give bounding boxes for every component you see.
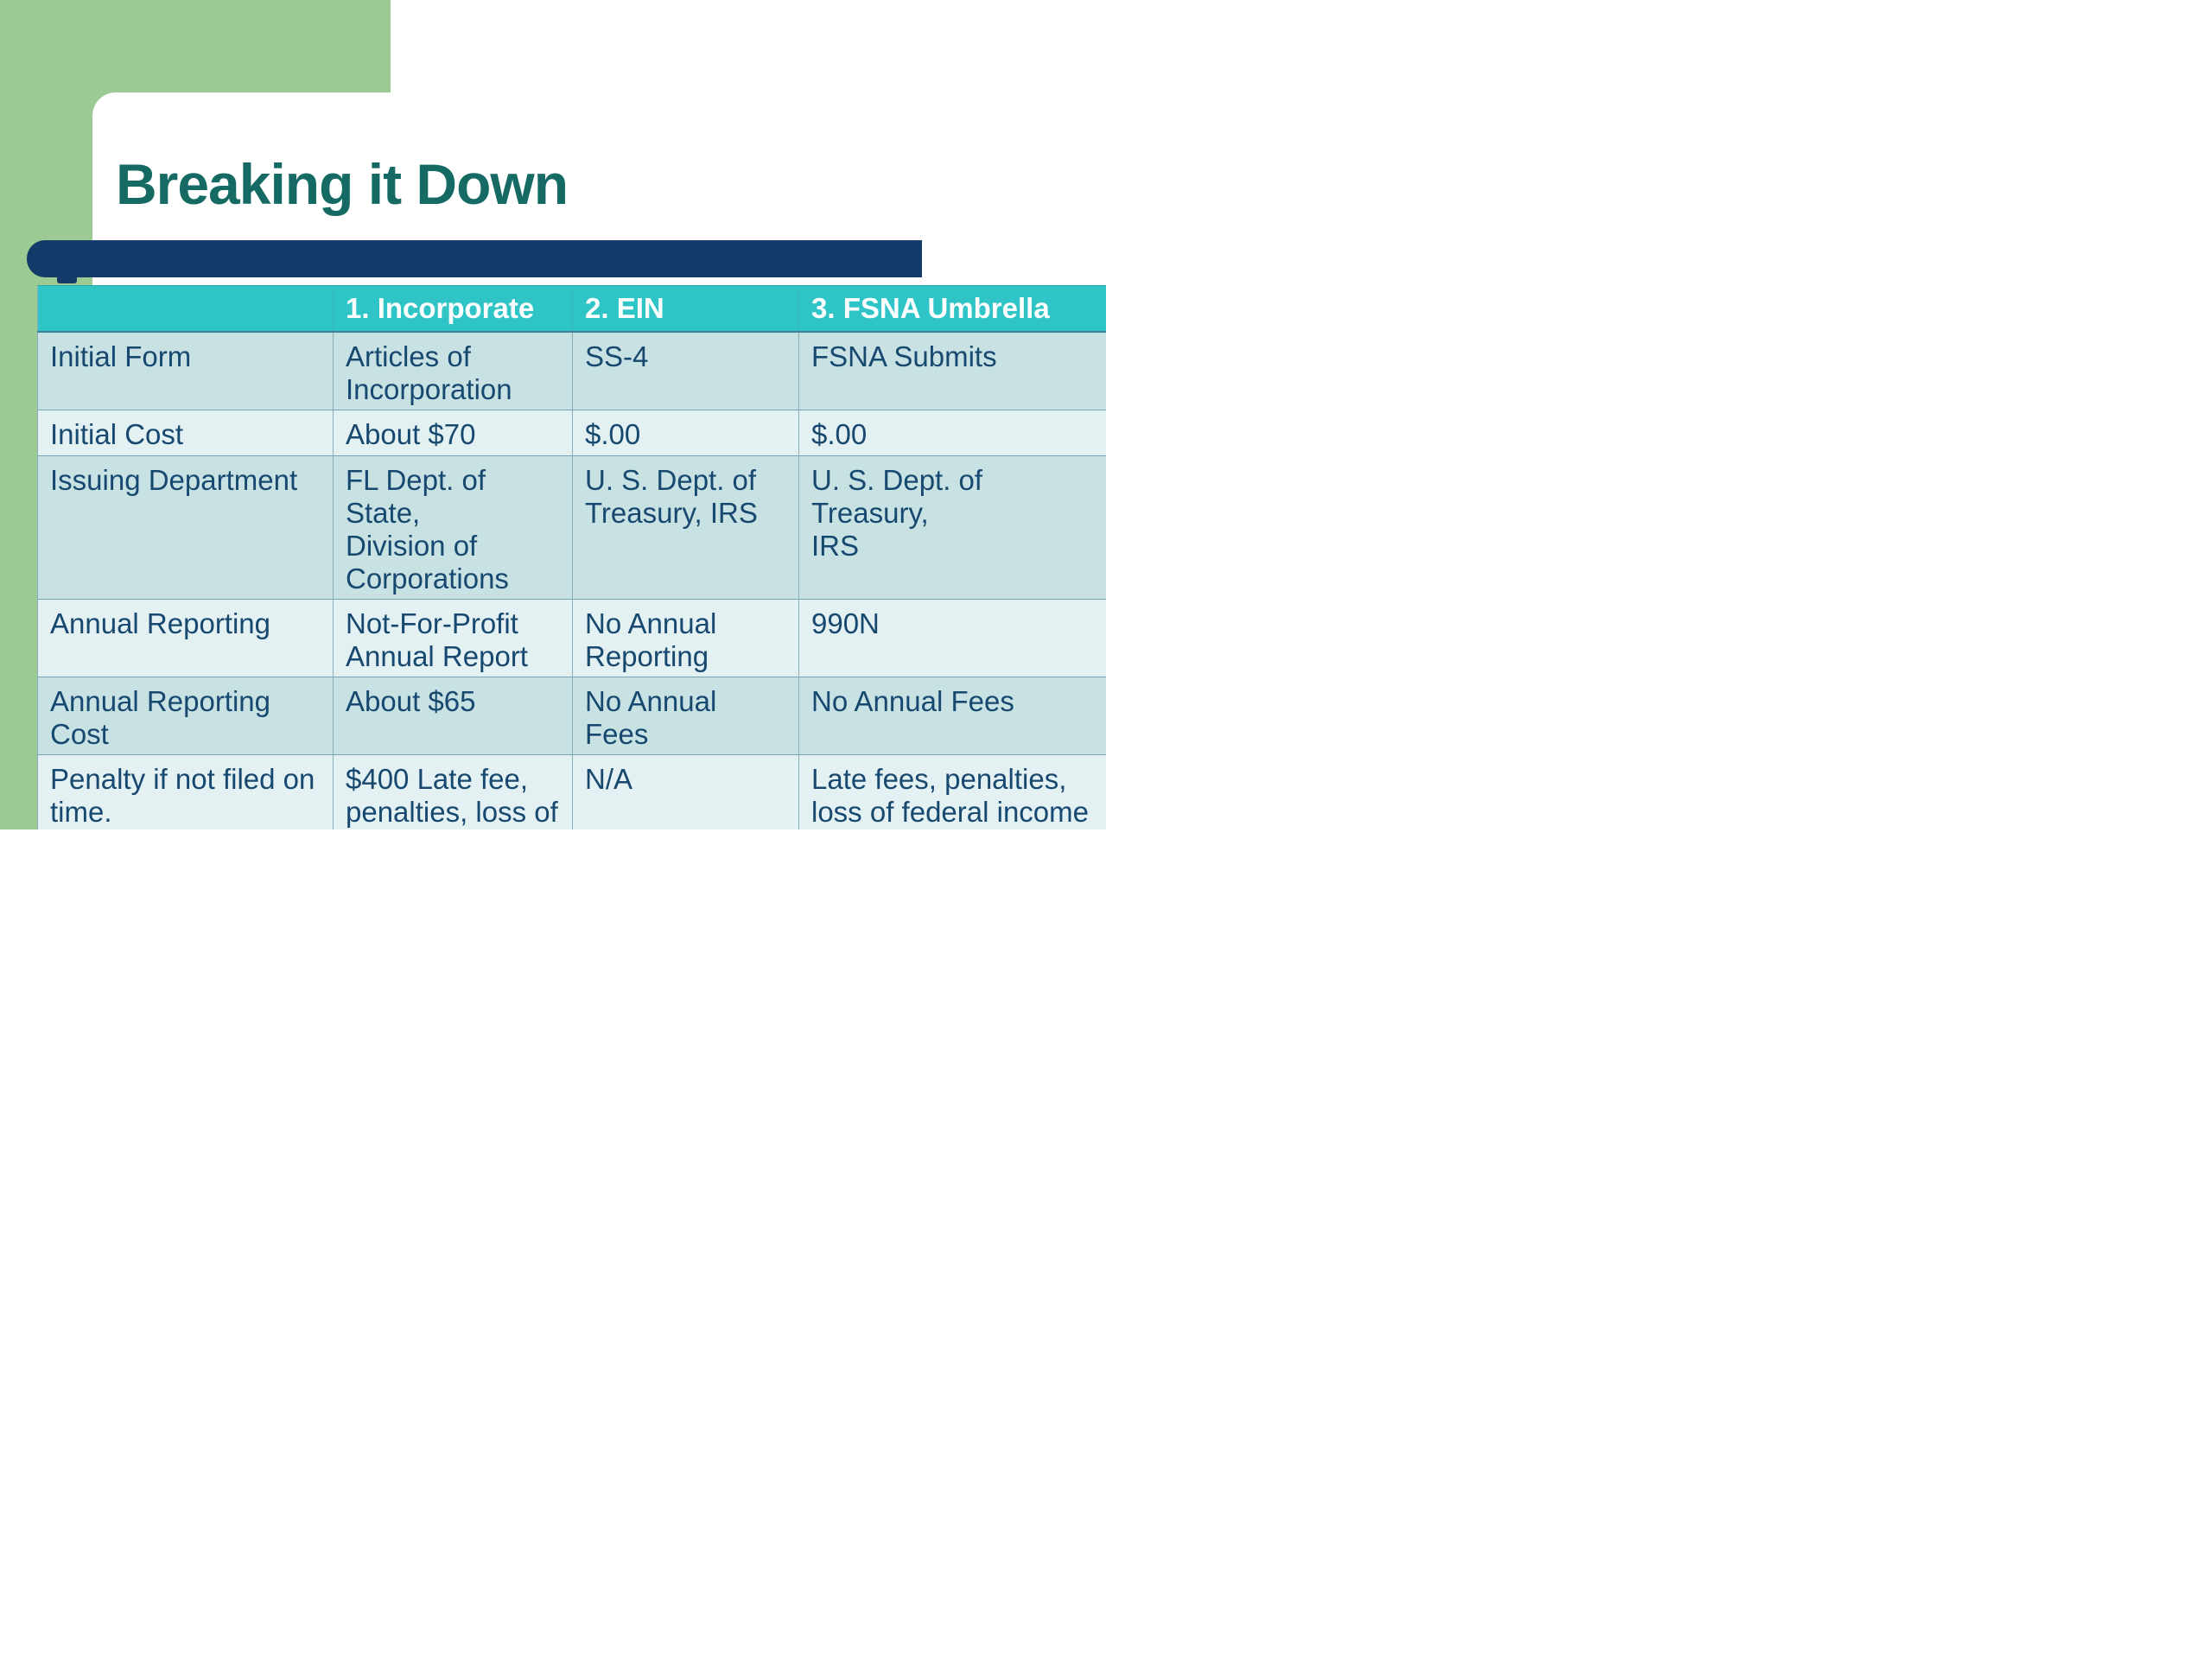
comparison-table: 1. Incorporate 2. EIN 3. FSNA Umbrella Ini… [37, 285, 1106, 830]
column-header: 3. FSNA Umbrella [798, 285, 1106, 333]
table-cell: FSNA Submits [798, 331, 1106, 410]
row-label: Issuing Department [37, 454, 334, 599]
table-cell: No Annual Fees [798, 676, 1106, 754]
table-cell: U. S. Dept. of Treasury, IRS [798, 454, 1106, 599]
table-row: Issuing Department FL Dept. of State, Div… [37, 454, 1106, 599]
row-label: Initial Cost [37, 409, 334, 455]
row-label: Initial Form [37, 331, 334, 410]
table-row: Annual Reporting Not-For-Profit Annual Re… [37, 598, 1106, 677]
page-title: Breaking it Down [116, 152, 569, 216]
row-label: Annual Reporting [37, 598, 334, 677]
table-cell: No Annual Fees [572, 676, 799, 754]
table-row: Annual Reporting Cost About $65 No Annual … [37, 676, 1106, 754]
table-cell: U. S. Dept. of Treasury, IRS [572, 454, 799, 599]
table-cell: SS-4 [572, 331, 799, 410]
divider-bar [27, 240, 922, 277]
green-top-block [0, 0, 391, 92]
row-label: Annual Reporting Cost [37, 676, 334, 754]
table-row: Initial Form Articles of Incorporation SS-… [37, 331, 1106, 410]
table-body: Initial Form Articles of Incorporation SS-… [37, 331, 1106, 830]
table-cell: N/A [572, 753, 799, 830]
table-cell: Late fees, penalties, loss of federal in… [798, 753, 1106, 830]
table-cell: $400 Late fee, penalties, loss of Incorp… [333, 753, 573, 830]
table-cell: About $70 [333, 409, 573, 455]
table-cell: 990N [798, 598, 1106, 677]
table-row: Penalty if not filed on time. $400 Late f… [37, 753, 1106, 830]
column-header: 1. Incorporate [333, 285, 573, 333]
table-header: 1. Incorporate 2. EIN 3. FSNA Umbrella [37, 285, 1106, 333]
slide: Breaking it Down 1. Incorporate 2. EIN 3. … [0, 0, 1106, 830]
column-header-empty [37, 285, 334, 333]
column-header: 2. EIN [572, 285, 799, 333]
table-cell: $.00 [798, 409, 1106, 455]
row-label: Penalty if not filed on time. [37, 753, 334, 830]
table-cell: No Annual Reporting [572, 598, 799, 677]
table-row: Initial Cost About $70 $.00 $.00 [37, 409, 1106, 455]
table-cell: About $65 [333, 676, 573, 754]
table-cell: $.00 [572, 409, 799, 455]
table-cell: Articles of Incorporation [333, 331, 573, 410]
header-row: 1. Incorporate 2. EIN 3. FSNA Umbrella [37, 285, 1106, 333]
table-cell: Not-For-Profit Annual Report [333, 598, 573, 677]
table-cell: FL Dept. of State, Division of Corporati… [333, 454, 573, 599]
divider-bar-notch [57, 275, 77, 283]
